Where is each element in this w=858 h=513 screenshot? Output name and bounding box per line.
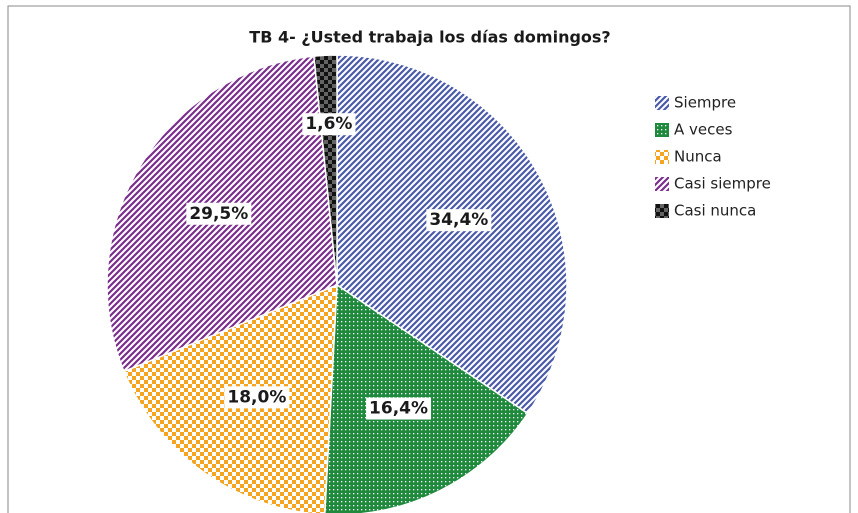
legend-swatch <box>655 177 669 191</box>
legend-label: Nunca <box>674 148 722 166</box>
legend-label: Casi siempre <box>674 175 771 193</box>
data-label: 29,5% <box>186 202 252 225</box>
legend-swatch <box>655 150 669 164</box>
legend-label: A veces <box>674 121 733 139</box>
data-label: 1,6% <box>302 113 356 136</box>
pie-slice <box>336 54 568 415</box>
legend-label: Siempre <box>674 94 736 112</box>
data-label-box <box>224 386 290 409</box>
data-label: 18,0% <box>224 386 290 409</box>
data-label-text: 1,6% <box>305 114 352 134</box>
data-label-text: 18,0% <box>227 387 286 407</box>
data-label-text: 34,4% <box>429 210 488 230</box>
legend-swatch <box>655 123 669 137</box>
data-label-text: 16,4% <box>369 399 428 419</box>
data-label: 34,4% <box>426 209 492 232</box>
legend-swatch <box>655 204 669 218</box>
legend-swatch <box>655 96 669 110</box>
data-label-box <box>302 113 356 136</box>
pie-slice <box>313 54 338 286</box>
data-label-box <box>366 397 432 420</box>
data-label-box <box>426 209 492 232</box>
legend-label: Casi nunca <box>674 202 756 220</box>
data-label-text: 29,5% <box>189 204 248 224</box>
data-label-box <box>186 202 252 225</box>
chart-title: TB 4- ¿Usted trabaja los días domingos? <box>249 28 610 47</box>
data-label: 16,4% <box>366 397 432 420</box>
